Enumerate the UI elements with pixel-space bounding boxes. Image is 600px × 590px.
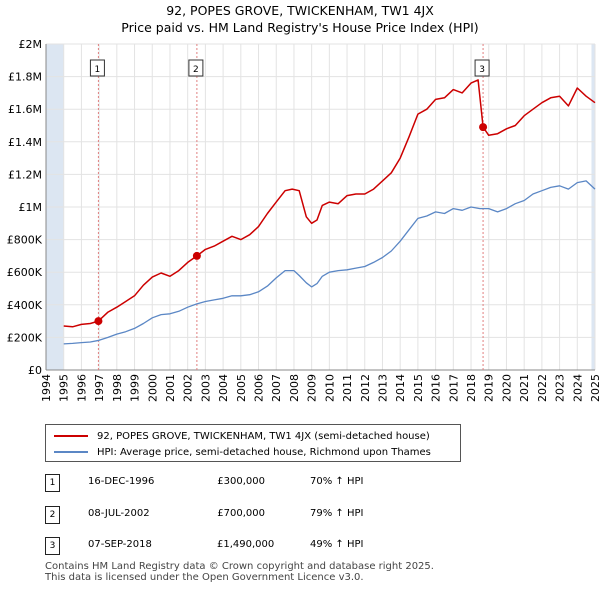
sale-price: £300,000 [217, 476, 265, 487]
sale-markers [94, 123, 488, 326]
sale-row: 3 07-SEP-2018 £1,490,000 49% ↑ HPI [45, 537, 445, 555]
chart-legend: 92, POPES GROVE, TWICKENHAM, TW1 4JX (se… [45, 424, 461, 462]
sale-marker-lines: 1 2 3 [89, 44, 490, 370]
x-tick-label: 2018 [465, 374, 478, 402]
sale-point [192, 251, 201, 260]
legend-label-hpi: HPI: Average price, semi-detached house,… [97, 446, 431, 458]
x-tick-label: 2013 [376, 374, 389, 402]
chart-title: 92, POPES GROVE, TWICKENHAM, TW1 4JX [166, 3, 434, 18]
sale-row: 1 16-DEC-1996 £300,000 70% ↑ HPI [45, 474, 445, 492]
sale-price: £700,000 [217, 508, 265, 519]
x-tick-label: 2016 [430, 374, 443, 402]
x-tick-label: 1997 [93, 374, 106, 402]
sale-date: 07-SEP-2018 [88, 539, 152, 550]
legend-swatch-property [54, 435, 88, 437]
footer-attribution: Contains HM Land Registry data © Crown c… [45, 561, 434, 583]
y-tick-label: £400K [7, 299, 43, 312]
chart-series [63, 79, 596, 345]
sale-point [479, 123, 488, 132]
price-chart: £0 £200K £400K £600K £800K £1M £1.2M £1.4M £1.6M… [7, 38, 600, 402]
sale-hpi-change: 70% ↑ HPI [310, 476, 364, 487]
sale-hpi-change: 49% ↑ HPI [310, 539, 364, 550]
sale-number-badge: 3 [45, 537, 60, 555]
sale-row: 2 08-JUL-2002 £700,000 79% ↑ HPI [45, 506, 445, 524]
chart-title-block: 92, POPES GROVE, TWICKENHAM, TW1 4JX Pri… [0, 2, 600, 36]
x-tick-label: 2005 [235, 374, 248, 402]
x-tick-label: 2012 [359, 374, 372, 402]
hpi-line [63, 180, 596, 345]
x-tick-label: 2001 [164, 374, 177, 402]
x-tick-label: 2020 [500, 374, 513, 402]
sale-number-badge: 1 [45, 474, 60, 492]
sale-box [474, 59, 490, 77]
sale-date: 08-JUL-2002 [88, 508, 150, 519]
x-tick-label: 1996 [75, 374, 88, 402]
x-tick-label: 2024 [571, 374, 584, 402]
chart-axes: £0 £200K £400K £600K £800K £1M £1.2M £1.4M £1.6M… [7, 38, 600, 402]
x-tick-label: 2023 [554, 374, 567, 402]
sale-box-label: 2 [193, 65, 199, 75]
y-tick-label: £200K [7, 331, 43, 344]
y-tick-label: £0 [28, 364, 42, 377]
legend-label-property: 92, POPES GROVE, TWICKENHAM, TW1 4JX (se… [97, 430, 430, 442]
x-tick-label: 2009 [306, 374, 319, 402]
x-tick-label: 2007 [270, 374, 283, 402]
x-tick-label: 2025 [589, 374, 600, 402]
legend-item-hpi: HPI: Average price, semi-detached house,… [54, 444, 431, 460]
x-tick-label: 2014 [394, 374, 407, 402]
sale-point [94, 317, 103, 326]
x-tick-label: 2003 [199, 374, 212, 402]
property-price-line [63, 79, 596, 328]
legend-swatch-hpi [54, 451, 88, 453]
x-tick-label: 2002 [182, 374, 195, 402]
x-tick-label: 2000 [146, 374, 159, 402]
footer-line: This data is licensed under the Open Gov… [45, 572, 364, 583]
sale-hpi-change: 79% ↑ HPI [310, 508, 364, 519]
x-tick-label: 2008 [288, 374, 301, 402]
y-tick-label: £600K [7, 266, 43, 279]
y-tick-label: £1M [19, 201, 43, 214]
legend-item-property: 92, POPES GROVE, TWICKENHAM, TW1 4JX (se… [54, 428, 430, 444]
chart-subtitle: Price paid vs. HM Land Registry's House … [121, 20, 479, 35]
sale-price: £1,490,000 [217, 539, 275, 550]
y-tick-label: £1.6M [8, 103, 42, 116]
sale-box-label: 3 [479, 65, 485, 75]
y-tick-label: £1.2M [8, 168, 42, 181]
y-tick-label: £800K [7, 234, 43, 247]
y-tick-label: £2M [19, 38, 43, 51]
x-tick-label: 2017 [447, 374, 460, 402]
x-tick-label: 2011 [341, 374, 354, 402]
sale-box [188, 59, 204, 77]
x-tick-label: 2004 [217, 374, 230, 402]
x-tick-label: 2019 [483, 374, 496, 402]
x-tick-label: 1998 [111, 374, 124, 402]
sale-box-label: 1 [95, 65, 101, 75]
footer-line: Contains HM Land Registry data © Crown c… [45, 561, 434, 572]
x-tick-label: 1994 [40, 374, 53, 402]
x-tick-label: 1995 [58, 374, 71, 402]
x-tick-label: 2015 [412, 374, 425, 402]
sale-date: 16-DEC-1996 [88, 476, 155, 487]
sale-box [89, 59, 105, 77]
x-tick-label: 2006 [253, 374, 266, 402]
x-tick-label: 2021 [518, 374, 531, 402]
y-tick-label: £1.4M [8, 136, 42, 149]
x-tick-label: 1999 [129, 374, 142, 402]
x-tick-label: 2010 [323, 374, 336, 402]
sale-number-badge: 2 [45, 506, 60, 524]
x-tick-label: 2022 [536, 374, 549, 402]
y-tick-label: £1.8M [8, 71, 42, 84]
